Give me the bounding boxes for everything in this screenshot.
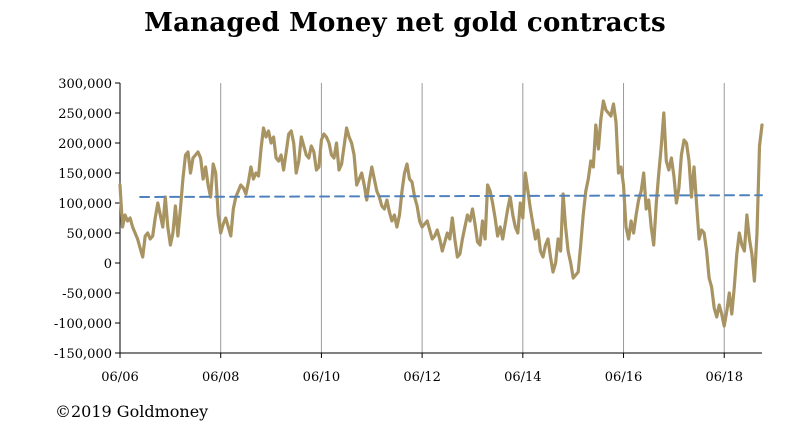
tick-labels: 06/06 06/08 06/10 06/12 06/14 06/16 06/18 300,0… <box>54 77 743 385</box>
x-tick-label: 06/16 <box>605 370 642 385</box>
x-tick-label: 06/14 <box>504 370 541 385</box>
y-tick-label: 200,000 <box>58 137 112 152</box>
chart-title: Managed Money net gold contracts <box>144 8 666 38</box>
series-line-average <box>139 194 763 198</box>
y-tick-label: 50,000 <box>67 227 113 242</box>
y-tick-label: 250,000 <box>58 107 112 122</box>
y-tick-label: 0 <box>104 257 112 272</box>
axes <box>115 82 762 358</box>
y-tick-label: -50,000 <box>62 287 112 302</box>
y-tick-label: 300,000 <box>58 77 112 92</box>
copyright-text: ©2019 Goldmoney <box>55 402 209 421</box>
y-tick-label: -100,000 <box>54 317 112 332</box>
x-tick-label: 06/10 <box>303 370 340 385</box>
x-tick-label: 06/06 <box>101 370 138 385</box>
y-tick-label: 150,000 <box>58 167 112 182</box>
series-lines <box>118 99 764 328</box>
x-tick-label: 06/12 <box>403 370 440 385</box>
y-tick-label: -150,000 <box>54 347 112 362</box>
x-tick-label: 06/18 <box>706 370 743 385</box>
x-tick-label: 06/08 <box>202 370 239 385</box>
y-tick-label: 100,000 <box>58 197 112 212</box>
series-line-net-contracts <box>118 99 764 328</box>
